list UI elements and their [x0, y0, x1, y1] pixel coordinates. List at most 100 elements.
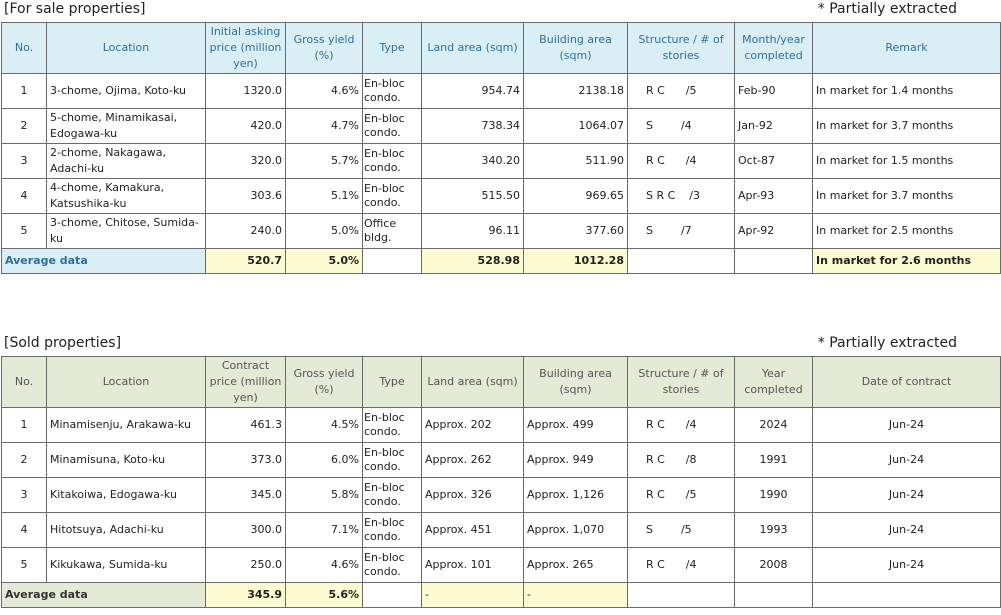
- col-header-building: Building area (sqm): [523, 22, 628, 74]
- for-sale-section-title: [For sale properties]: [4, 1, 146, 17]
- cell-type: En-bloc condo.: [362, 108, 422, 144]
- cell-date: Jun-24: [812, 547, 1001, 583]
- col-header-location: Location: [46, 356, 206, 408]
- cell-completed: 2024: [734, 407, 813, 443]
- col-header-location: Location: [46, 22, 206, 74]
- table-row: 5 3-chome, Chitose, Sumida-ku 240.0 5.0%…: [1, 213, 1001, 249]
- col-header-yield: Gross yield (%): [285, 356, 363, 408]
- table-row: 1 Minamisenju, Arakawa-ku 461.3 4.5% En-…: [1, 407, 1001, 443]
- cell-completed: Jan-92: [734, 108, 813, 144]
- cell-location: Minamisenju, Arakawa-ku: [46, 407, 206, 443]
- cell-no: 2: [1, 442, 47, 478]
- col-header-land: Land area (sqm): [421, 22, 524, 74]
- cell-completed: 1993: [734, 512, 813, 548]
- cell-land: 96.11: [421, 213, 524, 249]
- cell-no: 5: [1, 213, 47, 249]
- cell-no: 1: [1, 73, 47, 109]
- average-row: Average data 520.7 5.0% 528.98 1012.28 I…: [1, 248, 1001, 274]
- average-remark: In market for 2.6 months: [812, 248, 1001, 274]
- cell-type: En-bloc condo.: [362, 547, 422, 583]
- cell-date: Jun-24: [812, 512, 1001, 548]
- cell-no: 3: [1, 477, 47, 513]
- cell-land: Approx. 451: [421, 512, 524, 548]
- col-header-date: Date of contract: [812, 356, 1001, 408]
- average-row: Average data 345.9 5.6% - -: [1, 582, 1001, 608]
- cell-yield: 5.7%: [285, 143, 363, 179]
- cell-price: 250.0: [205, 547, 286, 583]
- cell-type: En-bloc condo.: [362, 477, 422, 513]
- cell-yield: 4.6%: [285, 73, 363, 109]
- average-yield: 5.0%: [285, 248, 363, 274]
- cell-price: 320.0: [205, 143, 286, 179]
- cell-structure: R C /5: [627, 73, 735, 109]
- cell-type: En-bloc condo.: [362, 73, 422, 109]
- sold-note: * Partially extracted: [817, 335, 957, 351]
- col-header-remark: Remark: [812, 22, 1001, 74]
- cell-location: Minamisuna, Koto-ku: [46, 442, 206, 478]
- col-header-structure: Structure / # of stories: [627, 356, 735, 408]
- col-header-type: Type: [362, 356, 422, 408]
- average-structure-empty: [627, 248, 735, 274]
- for-sale-table: No. Location Initial asking price (milli…: [1, 22, 1001, 274]
- col-header-price: Contract price (million yen): [205, 356, 286, 408]
- cell-completed: 2008: [734, 547, 813, 583]
- cell-building: 511.90: [523, 143, 628, 179]
- table-row: 5 Kikukawa, Sumida-ku 250.0 4.6% En-bloc…: [1, 547, 1001, 583]
- cell-completed: Apr-93: [734, 178, 813, 214]
- col-header-yield: Gross yield (%): [285, 22, 363, 74]
- col-header-land: Land area (sqm): [421, 356, 524, 408]
- col-header-no: No.: [1, 356, 47, 408]
- cell-remark: In market for 2.5 months: [812, 213, 1001, 249]
- average-label: Average data: [1, 582, 206, 608]
- cell-location: Kikukawa, Sumida-ku: [46, 547, 206, 583]
- table-row: 2 5-chome, Minamikasai, Edogawa-ku 420.0…: [1, 108, 1001, 144]
- cell-date: Jun-24: [812, 407, 1001, 443]
- average-type-empty: [362, 248, 422, 274]
- cell-structure: R C /4: [627, 547, 735, 583]
- cell-date: Jun-24: [812, 442, 1001, 478]
- average-land: 528.98: [421, 248, 524, 274]
- sold-table: No. Location Contract price (million yen…: [1, 356, 1001, 608]
- cell-building: 377.60: [523, 213, 628, 249]
- cell-completed: 1991: [734, 442, 813, 478]
- col-header-type: Type: [362, 22, 422, 74]
- cell-no: 3: [1, 143, 47, 179]
- cell-structure: R C /4: [627, 407, 735, 443]
- cell-yield: 5.8%: [285, 477, 363, 513]
- cell-location: 3-chome, Ojima, Koto-ku: [46, 73, 206, 109]
- cell-no: 1: [1, 407, 47, 443]
- cell-type: En-bloc condo.: [362, 442, 422, 478]
- cell-type: Office bldg.: [362, 213, 422, 249]
- cell-remark: In market for 1.5 months: [812, 143, 1001, 179]
- cell-price: 300.0: [205, 512, 286, 548]
- cell-yield: 5.0%: [285, 213, 363, 249]
- cell-yield: 4.7%: [285, 108, 363, 144]
- cell-type: En-bloc condo.: [362, 178, 422, 214]
- sold-section-title: [Sold properties]: [4, 335, 122, 351]
- cell-price: 345.0: [205, 477, 286, 513]
- average-building: 1012.28: [523, 248, 628, 274]
- cell-yield: 7.1%: [285, 512, 363, 548]
- cell-land: Approx. 202: [421, 407, 524, 443]
- cell-location: 4-chome, Kamakura, Katsushika-ku: [46, 178, 206, 214]
- cell-building: Approx. 1,126: [523, 477, 628, 513]
- cell-completed: Feb-90: [734, 73, 813, 109]
- cell-land: 738.34: [421, 108, 524, 144]
- cell-land: Approx. 262: [421, 442, 524, 478]
- cell-completed: Oct-87: [734, 143, 813, 179]
- cell-no: 4: [1, 512, 47, 548]
- cell-building: Approx. 1,070: [523, 512, 628, 548]
- cell-price: 373.0: [205, 442, 286, 478]
- cell-structure: S /5: [627, 512, 735, 548]
- col-header-structure: Structure / # of stories: [627, 22, 735, 74]
- cell-building: Approx. 265: [523, 547, 628, 583]
- table-row: 3 Kitakoiwa, Edogawa-ku 345.0 5.8% En-bl…: [1, 477, 1001, 513]
- cell-location: 3-chome, Chitose, Sumida-ku: [46, 213, 206, 249]
- cell-structure: S /7: [627, 213, 735, 249]
- cell-land: 954.74: [421, 73, 524, 109]
- cell-price: 240.0: [205, 213, 286, 249]
- average-completed-empty: [734, 582, 813, 608]
- col-header-no: No.: [1, 22, 47, 74]
- average-yield: 5.6%: [285, 582, 363, 608]
- cell-building: 2138.18: [523, 73, 628, 109]
